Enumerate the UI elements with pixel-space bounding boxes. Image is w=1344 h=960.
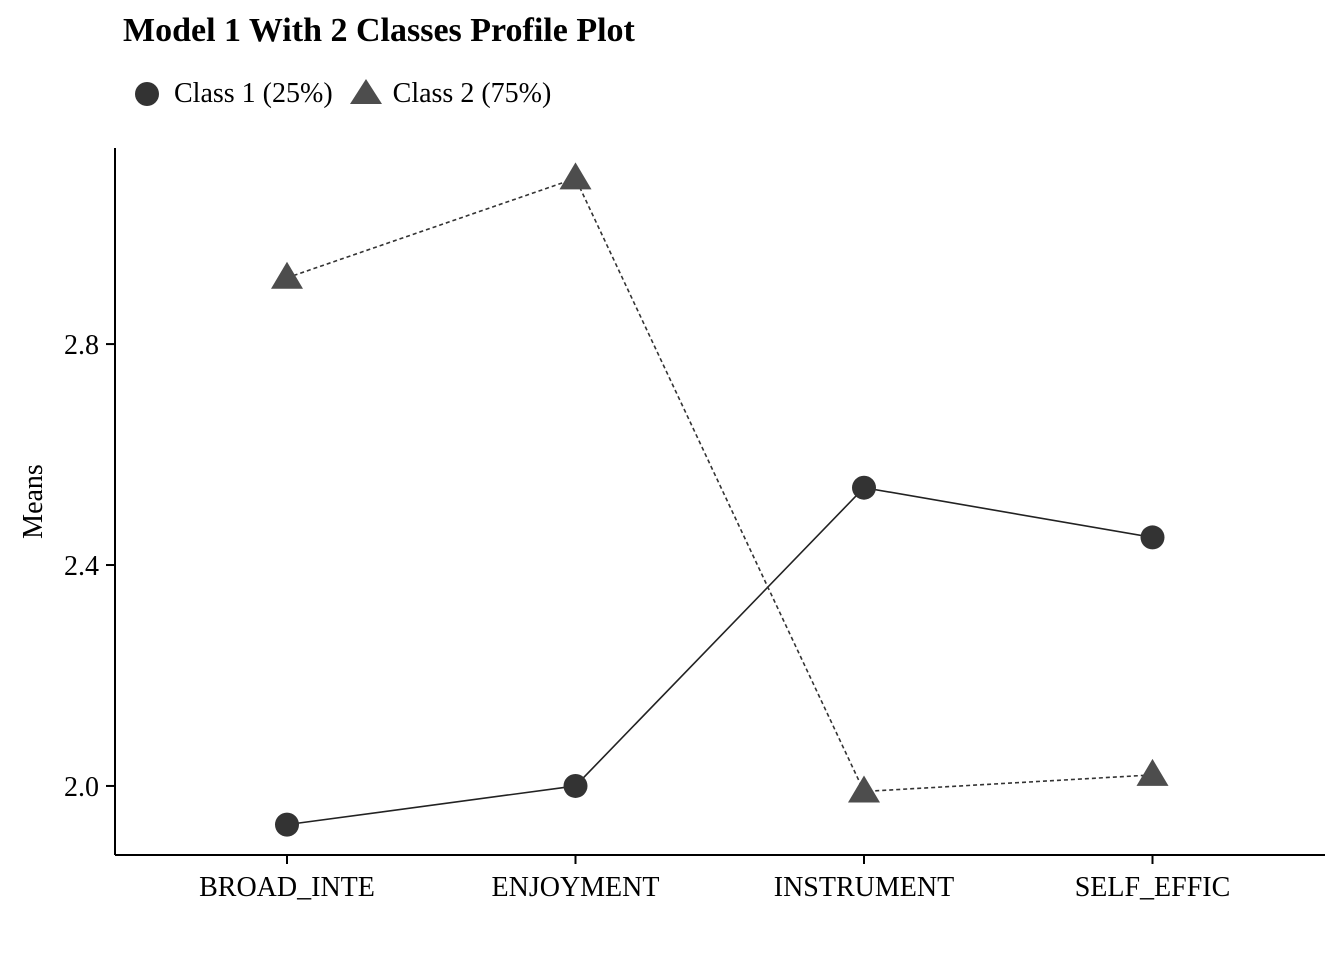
data-point-class-2: [1136, 758, 1169, 786]
data-point-class-1: [1140, 525, 1165, 550]
legend-item-class-2: Class 2 (75%): [347, 75, 552, 113]
legend-label-class-2: Class 2 (75%): [392, 78, 552, 109]
legend-triangle-icon: [349, 79, 382, 104]
legend-item-class-1: Class 1 (25%): [128, 75, 333, 113]
data-point-class-2: [271, 261, 303, 289]
legend-circle-icon: [135, 82, 159, 106]
y-tick-label: 2.4: [64, 551, 99, 582]
data-point-class-1: [275, 812, 299, 837]
data-point-class-1: [563, 773, 588, 798]
data-point-class-2: [559, 162, 592, 190]
legend: Class 1 (25%) Class 2 (75%): [128, 74, 565, 114]
x-tick-label: SELF_EFFIC: [1075, 872, 1231, 903]
series-line-class-2: [286, 177, 1153, 793]
y-tick-label: 2.8: [64, 330, 99, 361]
chart-title: Model 1 With 2 Classes Profile Plot: [123, 12, 635, 49]
x-tick-label: ENJOYMENT: [492, 872, 660, 903]
data-point-class-1: [852, 475, 876, 500]
data-point-class-2: [848, 775, 880, 803]
y-tick-label: 2.0: [64, 772, 99, 803]
series-line-class-1: [286, 486, 1153, 826]
y-axis-title: Means: [18, 464, 49, 539]
x-tick-label: BROAD_INTE: [199, 872, 375, 903]
legend-label-class-1: Class 1 (25%): [174, 78, 333, 109]
x-tick-label: INSTRUMENT: [774, 872, 954, 903]
